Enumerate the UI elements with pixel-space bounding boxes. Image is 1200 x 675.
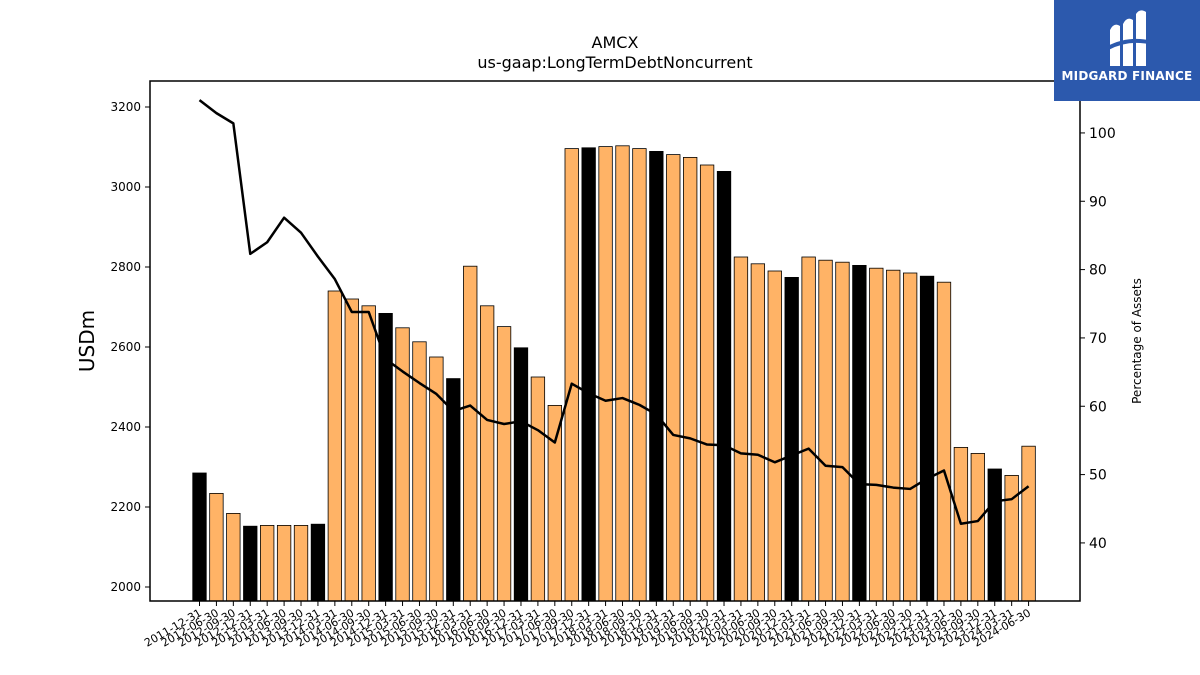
- bar: [869, 267, 884, 602]
- bar: [615, 145, 630, 602]
- bar: [361, 305, 376, 602]
- y-tick-label: 3200: [110, 100, 141, 114]
- bar: [1021, 445, 1036, 602]
- bar: [750, 263, 766, 602]
- bar: [209, 492, 224, 602]
- y2-tick-label: 60: [1089, 399, 1107, 415]
- bar: [818, 259, 833, 602]
- bar: [564, 148, 579, 602]
- y-tick-label: 2400: [110, 420, 141, 434]
- bar: [327, 290, 343, 602]
- bar: [496, 326, 512, 602]
- chart-title: AMCX: [592, 33, 639, 52]
- y-tick-label: 2800: [110, 260, 141, 274]
- y2-tick-label: 80: [1089, 263, 1107, 279]
- bar: [632, 148, 647, 602]
- y-tick-label: 3000: [110, 180, 141, 194]
- bar: [987, 468, 1002, 602]
- bar: [463, 265, 478, 602]
- bar: [936, 281, 952, 602]
- bar: [852, 264, 867, 602]
- y-tick-label: 2600: [110, 340, 141, 354]
- bar: [784, 276, 799, 602]
- y-axis-ticks: 2000 2200 2400 2600 2800 3000 3200: [110, 100, 150, 594]
- chart-subtitle: us-gaap:LongTermDebtNoncurrent: [477, 53, 752, 72]
- bar: [767, 270, 782, 602]
- y-axis-label: USDm: [75, 310, 99, 372]
- y-tick-label: 2000: [110, 580, 141, 594]
- bar: [716, 170, 732, 602]
- y2-axis-label: Percentage of Assets: [1130, 278, 1144, 404]
- plot-frame: [149, 80, 1081, 602]
- midgard-logo-icon: [1107, 10, 1149, 67]
- y2-tick-label: 70: [1089, 331, 1107, 347]
- bar: [310, 523, 326, 602]
- bar: [919, 275, 935, 602]
- bar: [479, 305, 495, 602]
- x-axis-ticks: 2011-12-312012-06-302012-09-302012-12-31…: [142, 601, 1033, 650]
- bar: [581, 147, 596, 602]
- y2-tick-label: 100: [1089, 126, 1116, 142]
- bar: [801, 256, 816, 602]
- y2-tick-label: 50: [1089, 468, 1107, 484]
- bar: [699, 164, 715, 602]
- bar: [835, 261, 850, 602]
- bar: [598, 146, 613, 602]
- bar: [970, 452, 985, 602]
- bar: [260, 525, 275, 602]
- logo-name: MIDGARD FINANCE: [1061, 69, 1193, 83]
- bar: [547, 404, 562, 602]
- line-layer: [198, 99, 1030, 526]
- bar: [344, 298, 359, 602]
- bar: [683, 156, 698, 602]
- y2-tick-label: 40: [1089, 536, 1107, 552]
- percentage-line: [198, 99, 1030, 526]
- bar: [192, 472, 207, 602]
- bar: [513, 347, 529, 602]
- bar: [733, 256, 749, 602]
- y-tick-label: 2200: [110, 500, 141, 514]
- bar: [902, 272, 918, 602]
- y2-tick-label: 90: [1089, 194, 1107, 210]
- bar: [530, 376, 546, 602]
- bar: [243, 525, 258, 602]
- bar: [226, 513, 241, 602]
- bar: [276, 525, 292, 602]
- bar: [886, 269, 901, 602]
- bar: [649, 150, 664, 602]
- bar: [293, 525, 309, 602]
- y2-axis-ticks: 40 50 60 70 80 90 100: [1080, 126, 1116, 552]
- bar: [666, 154, 681, 602]
- bars-layer: [192, 145, 1036, 602]
- midgard-logo: MIDGARD FINANCE: [1054, 0, 1200, 101]
